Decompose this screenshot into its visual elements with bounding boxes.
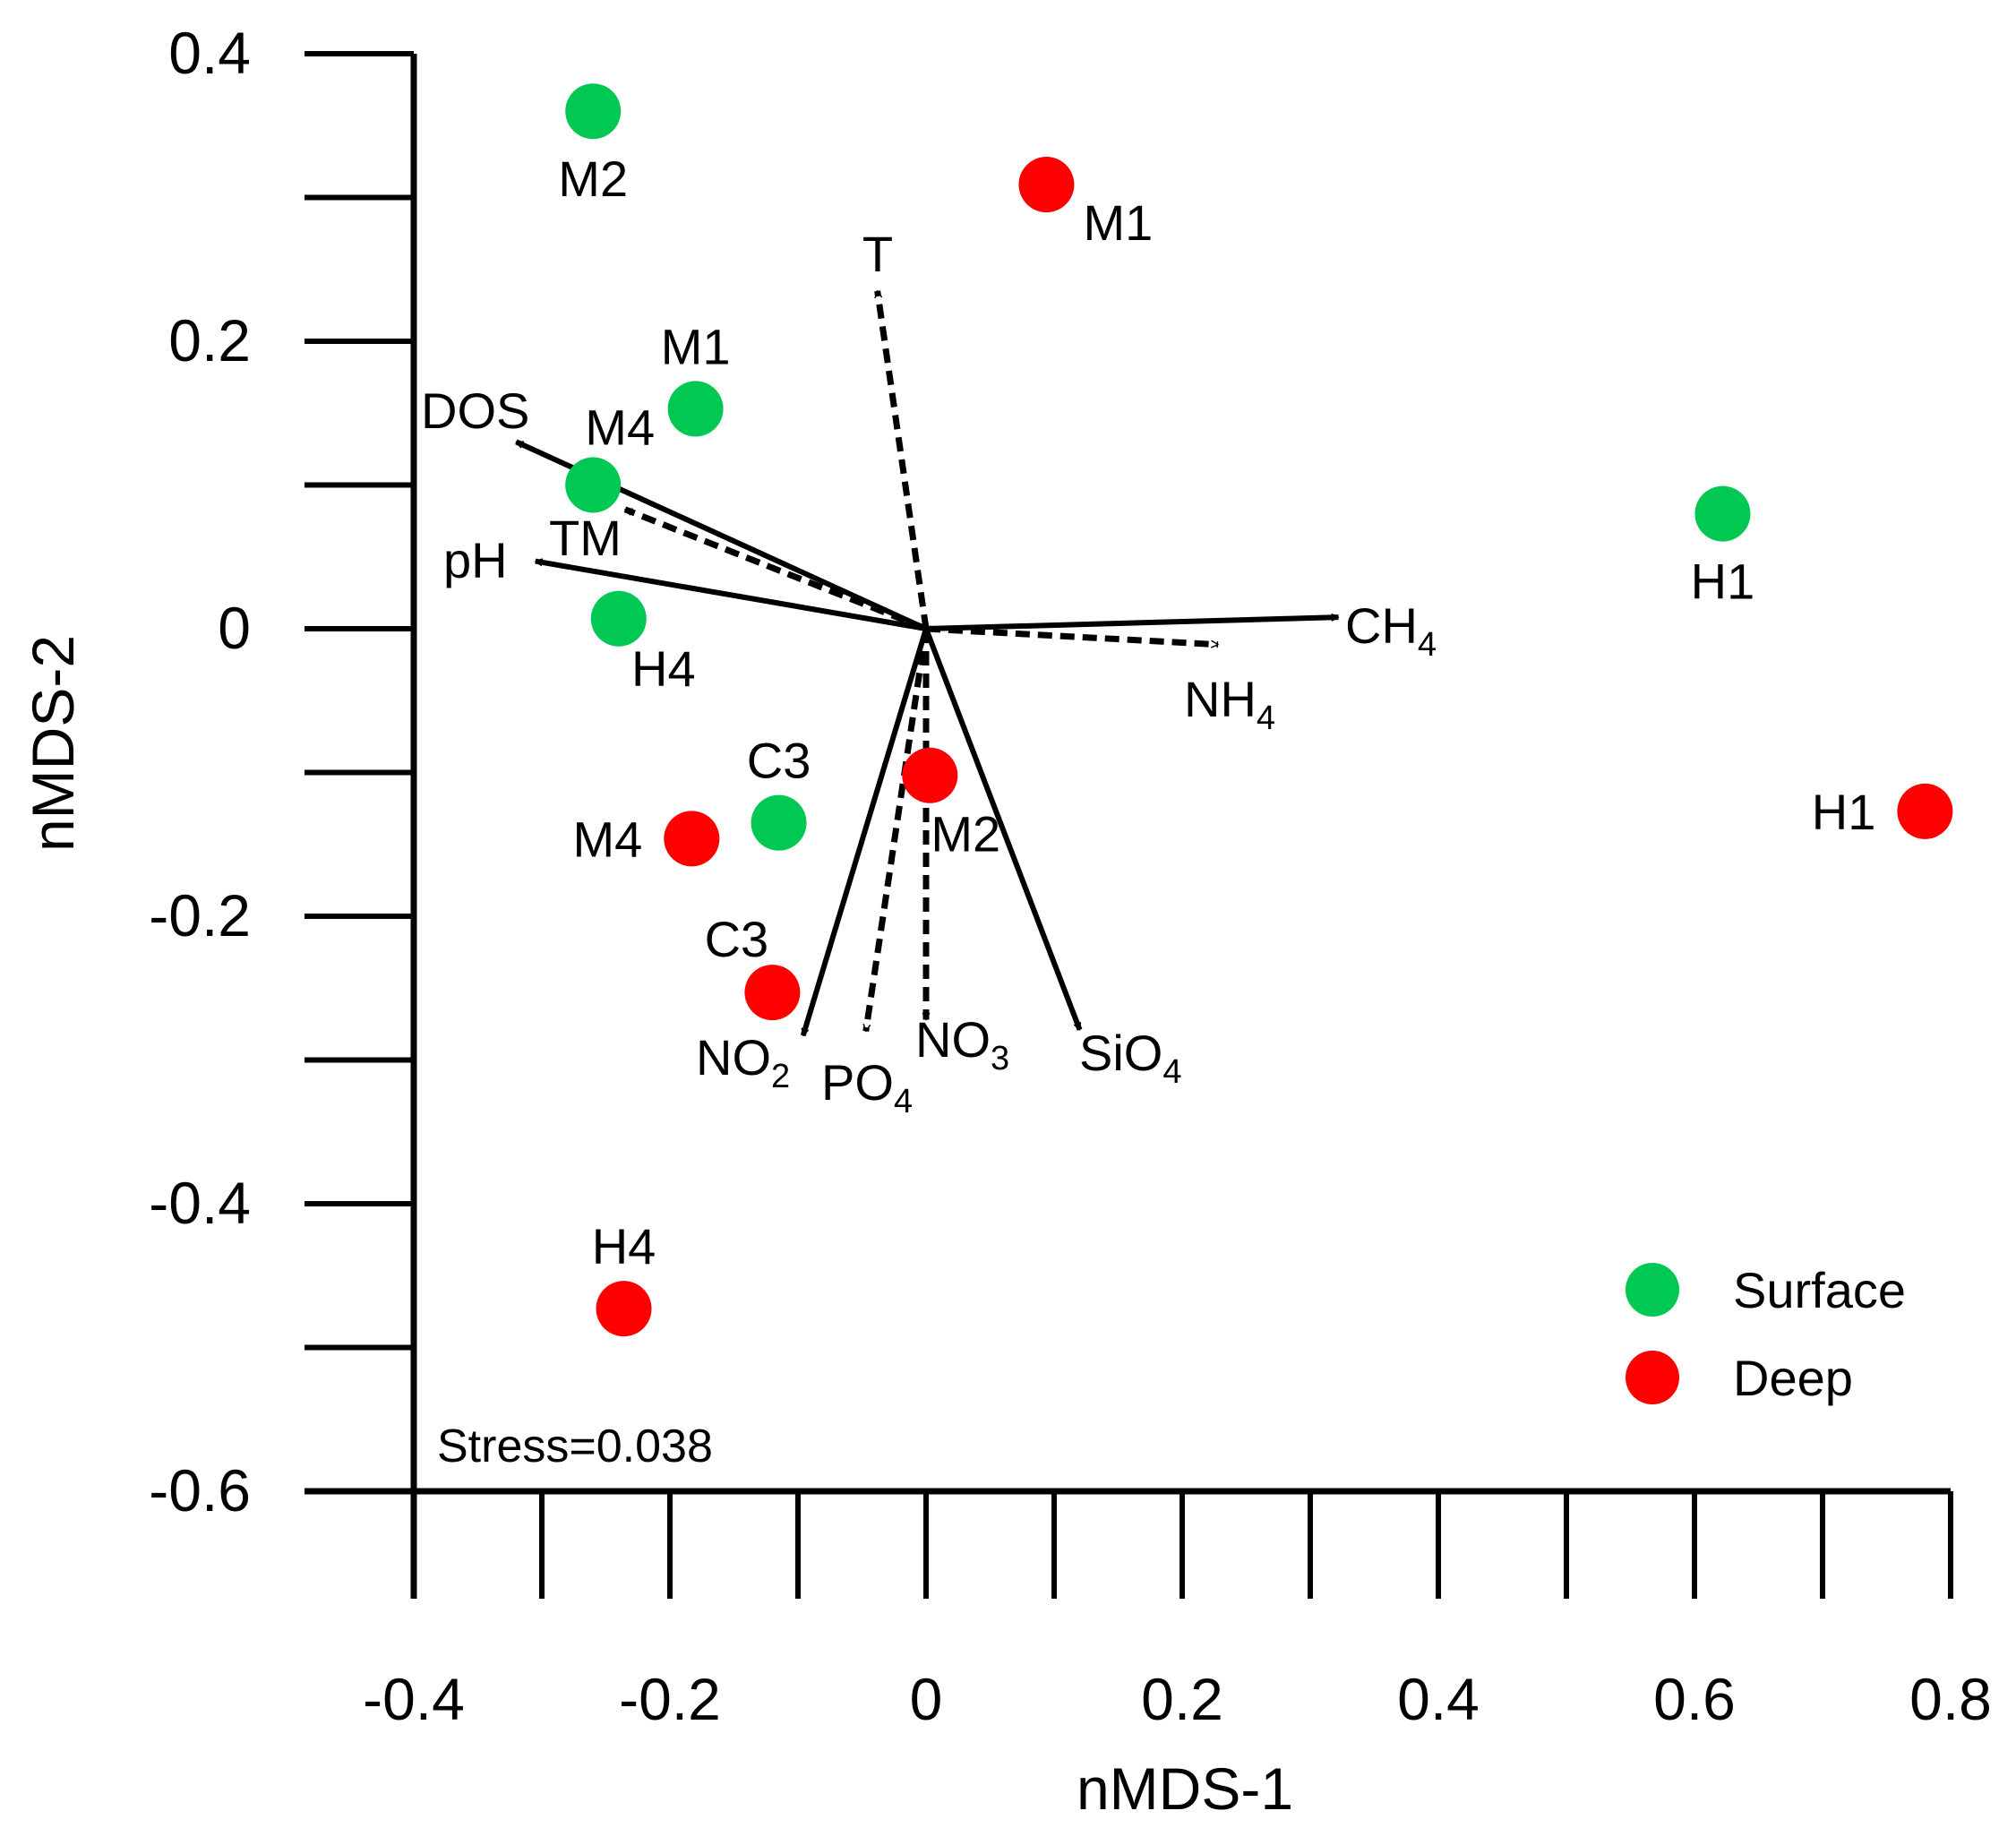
vector-label-subscript: 4 bbox=[1257, 699, 1275, 737]
vector-label: SiO4 bbox=[1079, 1025, 1182, 1091]
point-label: C3 bbox=[705, 911, 769, 967]
surface-point-h1 bbox=[1694, 485, 1751, 542]
legend: Surface Deep bbox=[1626, 1262, 1906, 1406]
point-label: H4 bbox=[631, 640, 696, 697]
surface-point-c3 bbox=[751, 794, 807, 851]
x-tick-label: 0.4 bbox=[1397, 1666, 1480, 1732]
stress-annotation: Stress=0.038 bbox=[437, 1420, 713, 1472]
deep-point-h1 bbox=[1897, 783, 1953, 839]
point-label: H1 bbox=[1691, 554, 1755, 610]
point-label: H4 bbox=[592, 1218, 656, 1274]
surface-point-m4 bbox=[565, 457, 622, 513]
x-tick-label: 0 bbox=[910, 1666, 943, 1732]
vector-label: NO2 bbox=[696, 1029, 790, 1095]
vector-no2-arrow bbox=[800, 628, 929, 1037]
vector-label-subscript: 2 bbox=[771, 1058, 790, 1095]
vector-label: T bbox=[862, 226, 893, 282]
vector-label-text: pH bbox=[443, 532, 508, 588]
vector-ch4-arrow bbox=[925, 614, 1340, 631]
legend-label-surface: Surface bbox=[1733, 1262, 1906, 1318]
vector-label-text: CH bbox=[1345, 597, 1418, 654]
point-label: H1 bbox=[1812, 784, 1876, 840]
vector-label-text: NO bbox=[915, 1011, 991, 1068]
x-tick-label: -0.2 bbox=[619, 1666, 721, 1732]
point-label: M2 bbox=[558, 150, 628, 207]
x-tick-label: 0.8 bbox=[1909, 1666, 1992, 1732]
vector-label-text: PO bbox=[821, 1054, 894, 1111]
axes: -0.4 -0.2 0 0.2 0.4 0.6 0.8 0.4 0.2 0 -0.2 -0.4 -0.6 bbox=[149, 20, 1992, 1732]
deep-point-m2 bbox=[902, 747, 958, 803]
vector-label-subscript: 4 bbox=[1418, 626, 1437, 664]
surface-point-m2 bbox=[565, 83, 622, 140]
vector-label: NO3 bbox=[915, 1011, 1009, 1077]
vector-label-text: NO bbox=[696, 1029, 771, 1086]
vector-label-text: NH bbox=[1184, 671, 1257, 727]
y-tick-label: -0.6 bbox=[149, 1457, 251, 1523]
vector-label-subscript: 3 bbox=[991, 1040, 1009, 1077]
vector-label-text: T bbox=[862, 226, 893, 282]
legend-marker-deep bbox=[1626, 1351, 1679, 1404]
vector-label-text: SiO bbox=[1079, 1025, 1162, 1081]
vector-label-subscript: 4 bbox=[894, 1083, 913, 1120]
vector-label: DOS bbox=[421, 382, 529, 439]
vector-t-arrow bbox=[874, 290, 930, 630]
point-label: M2 bbox=[931, 806, 1000, 863]
vector-label: NH4 bbox=[1184, 671, 1275, 737]
vector-label-subscript: 4 bbox=[1162, 1053, 1181, 1091]
vector-label: CH4 bbox=[1345, 597, 1437, 664]
vector-ph-arrow bbox=[535, 558, 927, 631]
point-label: M1 bbox=[661, 318, 731, 374]
vector-label: PO4 bbox=[821, 1054, 913, 1120]
deep-point-h4 bbox=[596, 1281, 652, 1337]
legend-marker-surface bbox=[1626, 1263, 1679, 1317]
y-tick-label: 0 bbox=[218, 595, 251, 661]
x-tick-label: 0.6 bbox=[1653, 1666, 1736, 1732]
vector-tm-arrow bbox=[623, 506, 928, 632]
surface-point-h4 bbox=[590, 590, 647, 647]
vector-label-text: DOS bbox=[421, 382, 529, 439]
x-axis-title: nMDS-1 bbox=[1077, 1755, 1293, 1822]
vector-label: pH bbox=[443, 532, 508, 588]
deep-point-c3 bbox=[744, 965, 801, 1021]
y-tick-label: 0.4 bbox=[168, 20, 251, 86]
y-tick-label: -0.4 bbox=[149, 1170, 251, 1236]
point-label: M4 bbox=[585, 399, 655, 456]
vector-po4-arrow bbox=[862, 628, 930, 1033]
x-tick-label: 0.2 bbox=[1141, 1666, 1223, 1732]
surface-point-m1 bbox=[667, 381, 724, 437]
point-label: M1 bbox=[1084, 194, 1154, 251]
vector-label: TM bbox=[549, 510, 622, 566]
y-axis-title: nMDS-2 bbox=[20, 635, 86, 852]
vector-label-text: TM bbox=[549, 510, 622, 566]
deep-point-m1 bbox=[1018, 157, 1075, 213]
x-tick-label: -0.4 bbox=[363, 1666, 465, 1732]
vector-nh4-arrow bbox=[925, 625, 1219, 648]
point-label: M4 bbox=[573, 811, 643, 867]
y-tick-label: -0.2 bbox=[149, 882, 251, 948]
deep-point-m4 bbox=[664, 811, 720, 867]
legend-label-deep: Deep bbox=[1733, 1350, 1853, 1406]
y-tick-label: 0.2 bbox=[168, 307, 251, 373]
vector-sio4-arrow bbox=[923, 627, 1083, 1031]
point-label: C3 bbox=[747, 733, 811, 789]
